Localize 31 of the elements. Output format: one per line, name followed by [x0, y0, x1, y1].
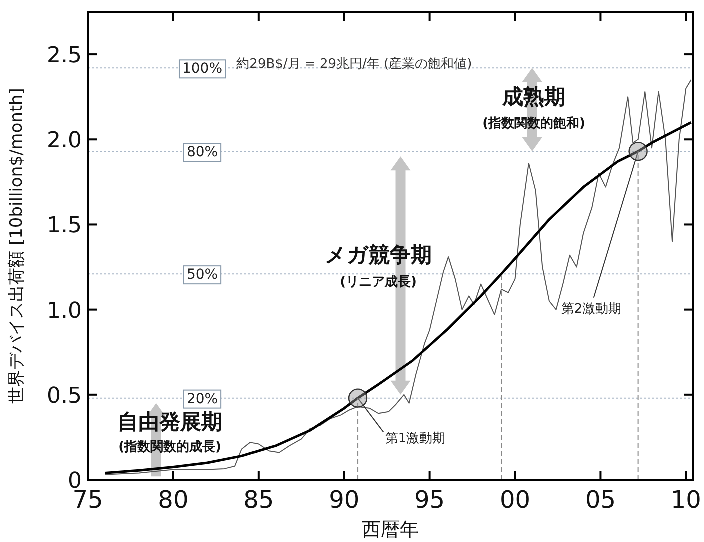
- x-tick-label: 85: [244, 486, 274, 514]
- line-label: 50%: [183, 266, 222, 285]
- x-tick-label: 90: [329, 486, 360, 514]
- y-tick-label: 1.0: [47, 298, 82, 324]
- y-tick-label: 2.5: [47, 44, 82, 69]
- annotation: 自由発展期: [118, 410, 223, 434]
- annotation: 成熟期: [502, 84, 566, 109]
- y-tick-label: 0.5: [47, 384, 82, 409]
- annotation: (リニア成長): [340, 274, 417, 290]
- annotation: 80%: [186, 144, 218, 161]
- y-axis-title: 世界デバイス出荷額 [10billion$/month]: [7, 88, 27, 404]
- x-tick-label: 00: [500, 486, 531, 514]
- annotation: 約29B$/月 = 29兆円/年 (産業の飽和値): [236, 56, 472, 72]
- annotation: 第1激動期: [385, 432, 446, 447]
- y-tick-label: 1.5: [47, 214, 82, 239]
- line-label: 80%: [183, 143, 222, 162]
- annotation: (指数関数的成長): [118, 440, 222, 456]
- line-label: 100%: [179, 60, 226, 79]
- annotation: 第2激動期: [561, 302, 622, 318]
- line-label: 20%: [183, 390, 222, 409]
- annotation: 100%: [182, 61, 223, 78]
- annotation: (指数関数的飽和): [482, 116, 586, 132]
- y-tick-label: 2.0: [47, 128, 82, 154]
- x-tick-label: 95: [414, 486, 446, 514]
- annotation: 20%: [186, 391, 218, 408]
- x-tick-label: 10: [670, 486, 702, 514]
- x-tick-label: 80: [158, 486, 189, 514]
- annotation: 50%: [186, 267, 218, 284]
- annotation: メガ競争期: [325, 243, 432, 268]
- x-axis-title: 西暦年: [362, 519, 419, 541]
- x-tick-label: 05: [585, 486, 616, 514]
